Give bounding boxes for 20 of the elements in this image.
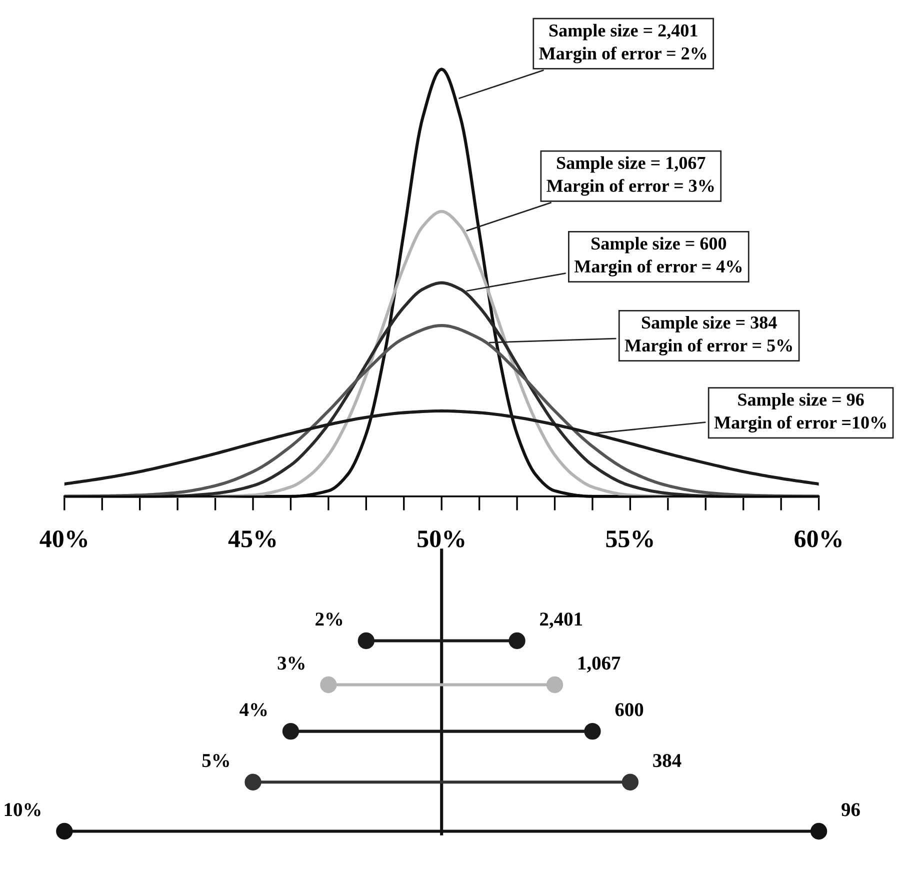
annotation: 2,401 [540,612,582,629]
annotation: Sample size = 384 Margin of error = 5% [624,316,792,356]
series-label: 5% [202,754,229,768]
series-label: 10% [4,803,40,816]
series-label: 3% [278,656,304,670]
annotation: 96 [842,803,860,816]
annotation: 384 [653,754,682,768]
x-tick-label: 55% [606,530,653,548]
x-tick-label: 60% [794,530,842,548]
x-tick-label: 50% [418,530,464,548]
annotation: Sample size = 600 Margin of error = 4% [574,236,742,276]
annotation: Sample size = 1,067 Margin of error = 3% [546,156,714,196]
annotation: 600 [615,703,644,716]
series-label: 4% [240,703,267,716]
annotation: Sample size = 96 Margin of error =10% [714,393,886,432]
annotation: Sample size = 2,401 Margin of error = 2% [539,24,706,64]
x-tick-label: 45% [228,530,276,548]
x-tick-label: 40% [40,530,88,548]
annotation: 1,067 [578,656,620,673]
series-label: 2% [316,612,342,626]
